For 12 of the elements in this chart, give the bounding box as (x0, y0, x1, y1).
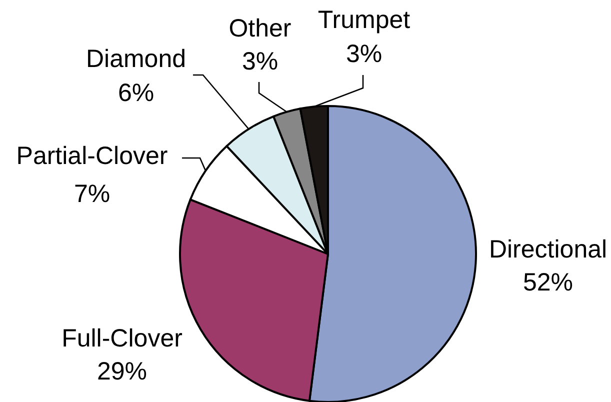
data-label: 3% (242, 48, 278, 76)
data-label: 6% (118, 79, 154, 107)
slice-label: Diamond (86, 45, 186, 73)
data-label: 29% (96, 358, 148, 386)
data-label: 52% (522, 268, 574, 296)
slice-label: Trumpet (318, 6, 410, 34)
slice-label: Full-Clover (62, 324, 182, 352)
slice-label: Partial-Clover (16, 142, 168, 170)
data-label: 7% (74, 180, 110, 208)
data-label: 3% (346, 40, 382, 68)
slice-label: Directional (488, 236, 608, 264)
slice-label: Other (228, 14, 292, 42)
